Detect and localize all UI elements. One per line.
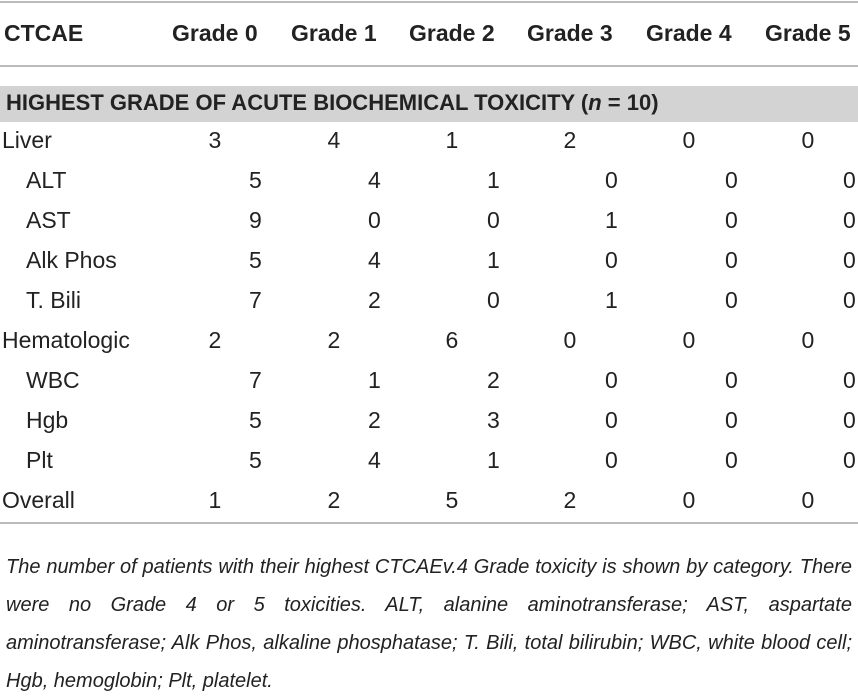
cell: 2 [563, 127, 577, 153]
cell: 2 [327, 327, 341, 353]
cell: 0 [605, 367, 618, 393]
bottom-rule [0, 522, 858, 524]
cell: 0 [605, 407, 618, 433]
header-cell: CTCAE [4, 20, 84, 46]
cell: 0 [368, 207, 381, 233]
cell: 6 [445, 327, 459, 353]
row-label: Hgb [26, 407, 69, 433]
cell: 0 [843, 407, 856, 433]
cell: 0 [843, 447, 856, 473]
cell: 0 [843, 247, 856, 273]
header-cell: Grade 5 [765, 20, 851, 46]
cell: 1 [445, 127, 459, 153]
row-label: AST [26, 207, 71, 233]
section-text: HIGHEST GRADE OF ACUTE BIOCHEMICAL TOXIC… [6, 90, 589, 115]
cell: 2 [208, 327, 222, 353]
row-label: ALT [26, 167, 67, 193]
cell: 2 [368, 287, 381, 313]
cell: 0 [725, 167, 738, 193]
cell: 0 [843, 367, 856, 393]
cell: 1 [487, 167, 500, 193]
cell: 1 [605, 207, 618, 233]
cell: 0 [725, 207, 738, 233]
cell: 7 [249, 287, 262, 313]
section-band [0, 86, 858, 122]
cell: 5 [445, 487, 459, 513]
cell: 1 [487, 447, 500, 473]
cell: 0 [605, 447, 618, 473]
cell: 0 [487, 207, 500, 233]
cell: 2 [327, 487, 341, 513]
cell: 0 [682, 127, 696, 153]
cell: 0 [725, 247, 738, 273]
row-label: Plt [26, 447, 53, 473]
row-label: T. Bili [26, 287, 81, 313]
row-label: WBC [26, 367, 80, 393]
cell: 0 [843, 287, 856, 313]
section-title: HIGHEST GRADE OF ACUTE BIOCHEMICAL TOXIC… [6, 90, 659, 116]
cell: 0 [725, 447, 738, 473]
cell: 5 [249, 247, 262, 273]
cell: 0 [843, 167, 856, 193]
cell: 0 [725, 287, 738, 313]
header-rule [0, 65, 858, 67]
cell: 1 [208, 487, 222, 513]
cell: 5 [249, 167, 262, 193]
cell: 5 [249, 407, 262, 433]
cell: 9 [249, 207, 262, 233]
cell: 4 [368, 447, 381, 473]
header-cell: Grade 2 [409, 20, 495, 46]
cell: 1 [487, 247, 500, 273]
cell: 0 [605, 167, 618, 193]
footnote: The number of patients with their highes… [6, 556, 852, 692]
top-rule [0, 1, 858, 3]
cell: 4 [368, 167, 381, 193]
cell: 0 [843, 207, 856, 233]
cell: 3 [208, 127, 222, 153]
header-cell: Grade 0 [172, 20, 258, 46]
cell: 4 [327, 127, 341, 153]
cell: 2 [563, 487, 577, 513]
row-label: Overall [2, 487, 75, 513]
cell: 3 [487, 407, 500, 433]
cell: 0 [563, 327, 577, 353]
section-n: n [588, 90, 602, 115]
cell: 2 [368, 407, 381, 433]
row-label: Hematologic [2, 327, 130, 353]
cell: 1 [605, 287, 618, 313]
cell: 7 [249, 367, 262, 393]
cell: 0 [682, 487, 696, 513]
cell: 0 [725, 407, 738, 433]
row-label: Alk Phos [26, 247, 117, 273]
header-cell: Grade 4 [646, 20, 732, 46]
cell: 1 [368, 367, 381, 393]
cell: 0 [801, 127, 815, 153]
cell: 0 [801, 487, 815, 513]
cell: 0 [725, 367, 738, 393]
cell: 2 [487, 367, 500, 393]
row-label: Liver [2, 127, 52, 153]
section-text: = 10) [601, 90, 659, 115]
cell: 4 [368, 247, 381, 273]
header-cell: Grade 3 [527, 20, 613, 46]
cell: 0 [605, 247, 618, 273]
cell: 0 [487, 287, 500, 313]
cell: 0 [801, 327, 815, 353]
cell: 5 [249, 447, 262, 473]
cell: 0 [682, 327, 696, 353]
header-cell: Grade 1 [291, 20, 377, 46]
